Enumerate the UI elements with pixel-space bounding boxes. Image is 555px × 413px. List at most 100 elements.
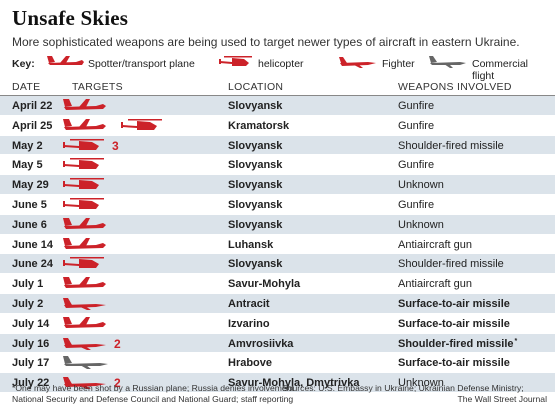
table-row: May 2 3 Slovyansk Shoulder-fired missile: [0, 135, 555, 156]
row-targets: [62, 117, 222, 134]
legend-key: Key: Spotter/transport plane helicopter …: [12, 54, 542, 82]
row-date: July 16: [12, 337, 50, 350]
row-location: Slovyansk: [228, 179, 283, 192]
table-row: May 29 Slovyansk Unknown: [0, 175, 555, 195]
col-weapons: WEAPONS INVOLVED: [398, 81, 512, 93]
transport-plane-icon: [63, 217, 106, 229]
row-weapons: Gunfire: [398, 199, 434, 211]
row-weapons: Surface-to-air missile: [398, 298, 510, 310]
row-weapons: Surface-to-air missile: [398, 357, 510, 369]
col-date: DATE: [12, 81, 41, 93]
header-divider: [0, 95, 555, 96]
row-targets: [62, 176, 222, 193]
row-weapons: Shoulder-fired missile*: [398, 338, 517, 350]
row-date: June 14: [12, 238, 53, 251]
row-location: Savur-Mohyla, Dmytrivka: [228, 377, 360, 390]
row-targets: [62, 97, 222, 114]
table-row: July 22 2 Savur-Mohyla, Dmytrivka Unknown: [0, 373, 555, 393]
row-date: June 24: [12, 258, 53, 271]
row-targets: 2: [62, 374, 222, 391]
row-weapons-text: Unknown: [398, 218, 444, 231]
table-row: June 14 Luhansk Antiaircraft gun: [0, 235, 555, 255]
helicopter-icon: [63, 257, 104, 269]
row-weapons: Unknown: [398, 179, 444, 191]
table-row: July 14 Izvarino Surface-to-air missile: [0, 314, 555, 334]
helicopter-icon: [121, 118, 162, 130]
row-location: Izvarino: [228, 317, 270, 330]
row-location: Slovyansk: [228, 139, 283, 152]
table-row: May 5 Slovyansk Gunfire: [0, 155, 555, 176]
table-row: July 17 Hrabove Surface-to-air missile: [0, 353, 555, 374]
row-date: April 25: [12, 119, 53, 132]
key-item-fighter: Fighter: [382, 58, 415, 70]
row-date: July 17: [12, 357, 50, 370]
aircraft-count: 2: [114, 336, 121, 351]
row-date: June 6: [12, 218, 47, 231]
row-date: May 5: [12, 159, 43, 172]
fighter-jet-icon: [63, 377, 106, 390]
row-location: Luhansk: [228, 238, 274, 251]
page-title: Unsafe Skies: [12, 6, 129, 30]
row-weapons: Gunfire: [398, 100, 434, 112]
footnote: *One may have been shot by a Russian pla…: [12, 383, 294, 393]
row-weapons-text: Shoulder-fired missile: [398, 139, 504, 152]
row-weapons: Gunfire: [398, 120, 434, 132]
footnote-marker: *: [514, 337, 518, 345]
row-targets: 3: [62, 137, 222, 154]
row-location: Slovyansk: [228, 100, 283, 112]
row-targets: [62, 216, 222, 233]
commercial-jet-icon: [429, 56, 466, 68]
incident-table: April 22 Slovyansk Gunfire April 25 Kramator…: [0, 96, 555, 393]
helicopter-icon: [63, 158, 104, 170]
table-row: April 25 Kramatorsk Gunfire: [0, 116, 555, 136]
row-weapons-text: Surface-to-air missile: [398, 297, 510, 310]
helicopter-icon: [63, 197, 104, 209]
col-targets: TARGETS: [72, 81, 123, 93]
table-row: June 24 Slovyansk Shoulder-fired missile: [0, 254, 555, 275]
transport-plane-icon: [63, 237, 106, 249]
row-location: Slovyansk: [228, 198, 283, 211]
table-row: July 1 Savur-Mohyla Antiaircraft gun: [0, 274, 555, 294]
row-date: July 1: [12, 278, 44, 291]
row-weapons-text: Shoulder-fired missile: [398, 337, 514, 350]
helicopter-icon: [63, 178, 104, 190]
aircraft-count: 3: [112, 138, 119, 153]
transport-plane-icon: [63, 99, 106, 110]
row-weapons-text: Gunfire: [398, 119, 435, 132]
fighter-jet-icon: [339, 57, 376, 68]
row-targets: [62, 295, 222, 312]
row-targets: [62, 275, 222, 292]
helicopter-icon: [219, 56, 252, 66]
table-row: June 6 Slovyansk Unknown: [0, 214, 555, 235]
row-date: June 5: [12, 198, 47, 211]
row-weapons-text: Unknown: [398, 179, 444, 192]
transport-plane-icon: [63, 277, 106, 289]
table-row: June 5 Slovyansk Gunfire: [0, 195, 555, 215]
row-date: July 14: [12, 317, 50, 330]
row-weapons: Unknown: [398, 219, 444, 231]
row-weapons: Unknown: [398, 377, 444, 389]
footer: *One may have been shot by a Russian pla…: [12, 383, 547, 405]
row-weapons: Surface-to-air missile: [398, 318, 510, 330]
row-weapons: Shoulder-fired missile: [398, 258, 504, 270]
row-weapons: Gunfire: [398, 159, 434, 171]
row-targets: [62, 236, 222, 253]
row-date: July 22: [12, 377, 50, 390]
row-location: Slovyansk: [228, 159, 283, 172]
row-weapons-text: Surface-to-air missile: [398, 357, 510, 370]
col-location: LOCATION: [228, 81, 284, 93]
row-weapons: Antiaircraft gun: [398, 278, 472, 290]
row-targets: [62, 315, 222, 332]
row-date: May 2: [12, 139, 43, 152]
row-location: Amvrosiivka: [228, 337, 294, 350]
key-label: Key:: [12, 58, 35, 70]
key-item-helicopter: helicopter: [258, 58, 304, 70]
commercial-jet-icon: [63, 356, 108, 370]
row-targets: [62, 196, 222, 213]
row-weapons-text: Shoulder-fired missile: [398, 258, 504, 271]
row-targets: [62, 255, 222, 272]
transport-plane-icon: [63, 316, 106, 328]
subtitle: More sophisticated weapons are being use…: [12, 35, 520, 49]
row-location: Antracit: [228, 297, 270, 310]
row-date: July 2: [12, 297, 44, 310]
